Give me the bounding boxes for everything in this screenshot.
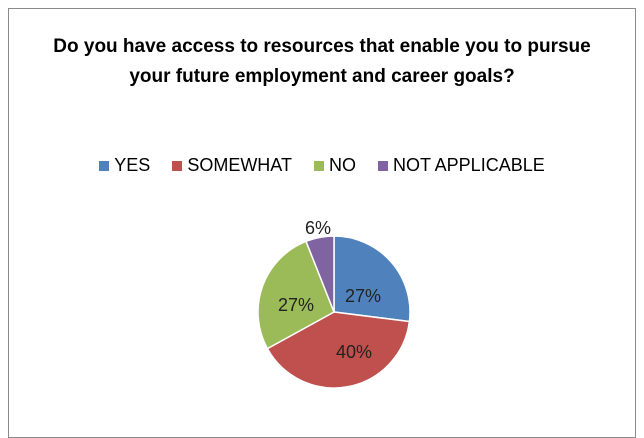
pie-slice-no: [257, 240, 335, 350]
pie-slice-yes: [333, 235, 411, 323]
legend-label-somewhat: SOMEWHAT: [187, 155, 292, 175]
legend-item-not-applicable: NOT APPLICABLE: [377, 155, 545, 176]
legend-swatch-yes: [99, 160, 110, 171]
legend-swatch-no: [313, 160, 324, 171]
legend-label-no: NO: [328, 155, 356, 175]
legend-label-not-applicable: NOT APPLICABLE: [392, 155, 545, 175]
chart-title: Do you have access to resources that ena…: [53, 36, 591, 87]
legend-label-yes: YES: [114, 155, 151, 175]
pie-slice-somewhat: [266, 311, 411, 389]
legend-swatch-somewhat: [172, 160, 183, 171]
legend-item-no: NO: [313, 155, 356, 176]
pie-label-somewhat: 40%: [336, 342, 372, 362]
legend-item-yes: YES: [99, 155, 150, 176]
legend-swatch-not-applicable: [377, 160, 388, 171]
pie-label-not-applicable: 6%: [305, 218, 331, 238]
pie-label-yes: 27%: [345, 286, 381, 306]
legend-item-somewhat: SOMEWHAT: [172, 155, 292, 176]
pie-chart: 27% 40% 27% 6%: [257, 218, 411, 389]
pie-label-no: 27%: [278, 295, 314, 315]
chart-legend: YES SOMEWHAT NO NOT APPLICABLE: [0, 155, 644, 176]
pie-slice-not-applicable: [305, 235, 335, 313]
